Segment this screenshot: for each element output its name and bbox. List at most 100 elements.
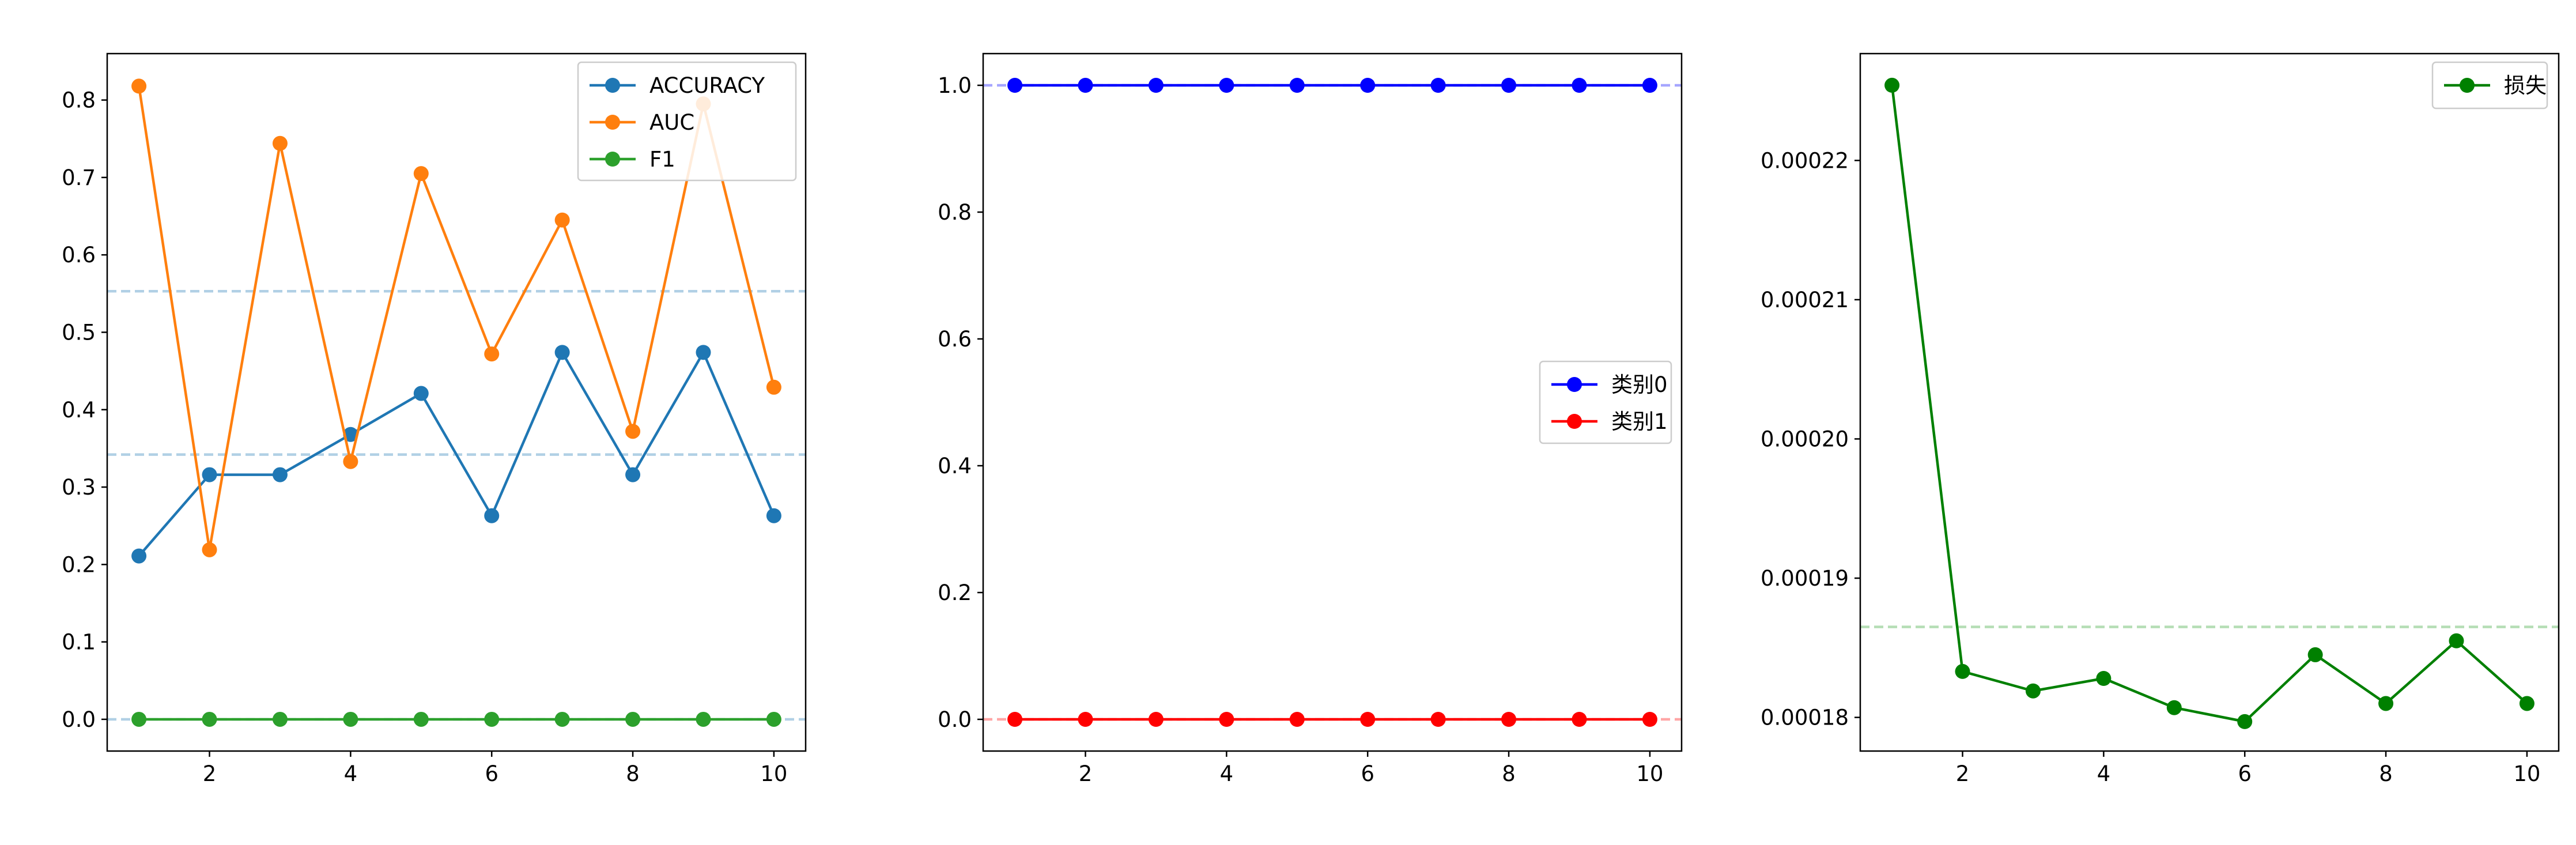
y-tick-label: 0.5 — [62, 320, 96, 345]
x-tick-label: 6 — [1361, 761, 1374, 786]
data-point — [1289, 712, 1305, 727]
data-point — [1955, 663, 1970, 679]
loss-panel: 2 4 6 8 10 0.00018 0.00019 0.00020 0.00021 0.0002… — [1761, 52, 2560, 786]
legend-swatch-marker — [1567, 377, 1582, 392]
x-tick-label: 2 — [1956, 761, 1970, 786]
data-point — [343, 427, 358, 442]
data-point — [272, 135, 288, 151]
data-point — [343, 711, 358, 727]
x-tick-label: 10 — [1636, 761, 1663, 786]
legend-label: F1 — [649, 147, 675, 172]
data-point — [131, 548, 147, 564]
y-tick-label: 0.8 — [62, 88, 96, 113]
data-point — [1148, 78, 1164, 93]
legend-label: AUC — [649, 110, 694, 135]
data-point — [625, 424, 641, 439]
y-tick-label: 0.4 — [938, 454, 972, 478]
legend-swatch-marker — [1567, 414, 1582, 429]
series-line — [1890, 85, 2528, 723]
y-tick-label: 0.2 — [62, 552, 96, 577]
data-point — [272, 467, 288, 482]
legend-label: ACCURACY — [649, 73, 765, 98]
y-tick-label: 0.00022 — [1761, 148, 1849, 173]
data-point — [131, 711, 147, 727]
series-line — [137, 86, 776, 552]
data-point — [2096, 670, 2112, 686]
x-tick-label: 4 — [344, 761, 358, 786]
metrics-panel: 2 4 6 8 10 0.0 0.1 0.2 0.3 0.4 0.5 0.6 0.7 0.8 ACCURA… — [62, 52, 807, 786]
y-tick-label: 0.0 — [938, 707, 972, 732]
y-tick-label: 0.00020 — [1761, 427, 1849, 451]
y-tick-label: 0.7 — [62, 165, 96, 190]
data-point — [1219, 712, 1234, 727]
y-tick-label: 0.3 — [62, 475, 96, 500]
legend-label: 损失 — [2504, 73, 2547, 98]
data-point — [413, 711, 429, 727]
data-point — [766, 379, 781, 395]
legend-swatch-marker — [605, 152, 620, 167]
data-point — [2378, 696, 2394, 711]
x-tick-label: 4 — [1220, 761, 1234, 786]
x-tick-label: 10 — [2513, 761, 2540, 786]
data-point — [343, 454, 358, 469]
data-point — [625, 467, 641, 482]
plot-frame — [106, 52, 807, 752]
y-tick-label: 0.2 — [938, 580, 972, 605]
x-tick-label: 6 — [485, 761, 498, 786]
x-tick-label: 2 — [203, 761, 217, 786]
y-tick-label: 0.00021 — [1761, 288, 1849, 312]
legend-swatch-marker — [2460, 78, 2475, 93]
x-tick-label: 8 — [1502, 761, 1516, 786]
data-point — [2025, 683, 2041, 699]
legend-label: 类别0 — [1611, 372, 1668, 397]
y-tick-label: 0.1 — [62, 630, 96, 655]
data-point — [1007, 78, 1023, 93]
data-point — [1642, 712, 1657, 727]
data-point — [1078, 78, 1093, 93]
data-point — [696, 345, 711, 360]
data-point — [202, 467, 217, 482]
legend: ACCURACY AUC F1 — [577, 61, 797, 182]
series-line — [138, 351, 775, 557]
x-tick-label: 8 — [2379, 761, 2393, 786]
data-point — [1289, 78, 1305, 93]
data-point — [1572, 78, 1587, 93]
data-point — [1501, 78, 1517, 93]
data-point — [484, 346, 500, 362]
legend-swatch-marker — [605, 115, 620, 130]
data-point — [1884, 77, 1900, 93]
data-point — [484, 508, 500, 523]
y-tick-label: 0.6 — [62, 243, 96, 267]
data-point — [202, 711, 217, 727]
data-point — [202, 542, 217, 557]
data-point — [1007, 712, 1023, 727]
data-point — [272, 711, 288, 727]
y-tick-label: 0.6 — [938, 327, 972, 352]
data-point — [2307, 647, 2323, 662]
data-point — [1430, 712, 1446, 727]
y-tick-label: 0.8 — [938, 200, 972, 225]
data-point — [554, 212, 570, 228]
plot-frame — [1859, 52, 2560, 752]
data-point — [1078, 712, 1093, 727]
x-tick-label: 4 — [2097, 761, 2111, 786]
legend-label: 类别1 — [1611, 409, 1668, 434]
data-point — [413, 166, 429, 182]
y-tick-label: 0.4 — [62, 398, 96, 423]
data-point — [766, 508, 781, 523]
data-point — [766, 711, 781, 727]
data-point — [1501, 712, 1517, 727]
data-point — [1148, 712, 1164, 727]
data-point — [2166, 700, 2182, 715]
x-tick-label: 2 — [1079, 761, 1093, 786]
legend: 损失 — [2431, 61, 2548, 110]
data-point — [554, 711, 570, 727]
x-tick-label: 6 — [2238, 761, 2252, 786]
data-point — [131, 78, 147, 94]
data-point — [2449, 633, 2464, 648]
data-point — [1360, 712, 1376, 727]
data-point — [554, 345, 570, 360]
